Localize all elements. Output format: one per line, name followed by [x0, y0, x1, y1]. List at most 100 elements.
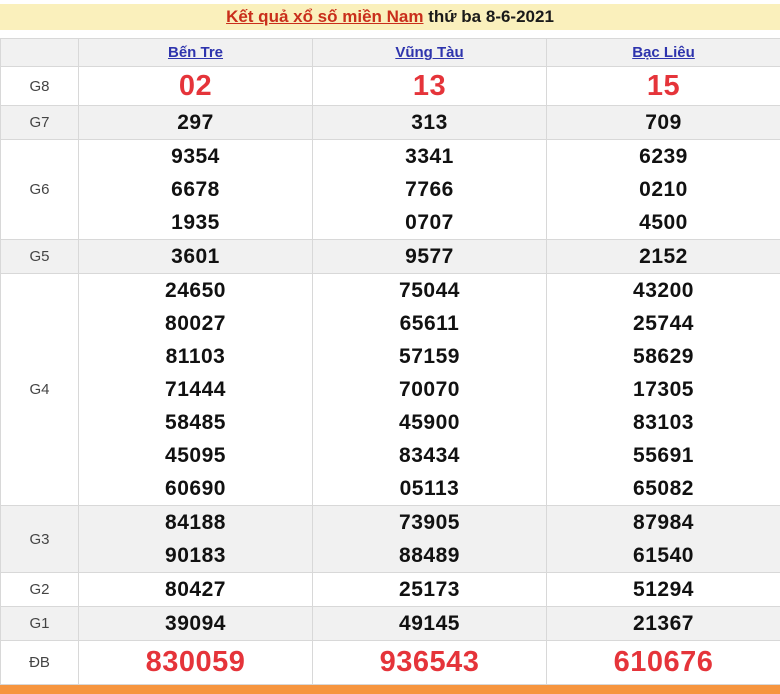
- prize-label: G7: [0, 105, 79, 141]
- column-header-0: Bến Tre: [78, 38, 313, 68]
- prize-row-db: ĐB 830059 936543 610676: [0, 640, 780, 686]
- prize-value: 13: [412, 70, 447, 103]
- province-link[interactable]: Bạc Liêu: [632, 44, 695, 62]
- prize-value: 81103: [165, 345, 226, 369]
- prize-cell: 43200 25744 58629 17305 83103 55691 65082: [546, 273, 780, 507]
- prize-cell: 39094: [78, 606, 313, 642]
- prize-value: 70070: [399, 378, 460, 402]
- prize-cell: 6239 0210 4500: [546, 139, 780, 241]
- column-header-1: Vũng Tàu: [312, 38, 547, 68]
- prize-cell: 73905 88489: [312, 505, 547, 574]
- prize-cell: 49145: [312, 606, 547, 642]
- prize-value: 73905: [399, 511, 460, 535]
- prize-row-g6: G6 9354 6678 1935 3341 7766 0707 6239 0210 4500: [0, 139, 780, 241]
- prize-value: 57159: [399, 345, 460, 369]
- prize-value: 9577: [405, 245, 454, 269]
- prize-label: G1: [0, 606, 79, 642]
- prize-cell: 15: [546, 66, 780, 107]
- prize-value: 2152: [639, 245, 688, 269]
- corner-cell: [0, 38, 79, 68]
- prize-value: 58629: [633, 345, 694, 369]
- prize-value: 83103: [633, 411, 694, 435]
- prize-label: G5: [0, 239, 79, 275]
- prize-value: 43200: [633, 279, 694, 303]
- prize-cell: 51294: [546, 572, 780, 608]
- prize-value: 3341: [405, 145, 454, 169]
- prize-row-g8: G8 02 13 15: [0, 66, 780, 107]
- prize-value: 55691: [633, 444, 694, 468]
- prize-value: 80427: [165, 578, 226, 602]
- prize-row-g3: G3 84188 90183 73905 88489 87984 61540: [0, 505, 780, 574]
- province-link[interactable]: Vũng Tàu: [395, 44, 464, 62]
- prize-cell: 9354 6678 1935: [78, 139, 313, 241]
- prize-value: 610676: [613, 646, 714, 679]
- prize-value: 88489: [399, 544, 460, 568]
- prize-value: 709: [645, 111, 682, 135]
- page-title-banner: Kết quả xổ số miền Nam thứ ba 8-6-2021: [0, 4, 780, 30]
- prize-value: 3601: [171, 245, 220, 269]
- prize-value: 84188: [165, 511, 226, 535]
- prize-value: 313: [411, 111, 448, 135]
- prize-cell: 2152: [546, 239, 780, 275]
- prize-label: ĐB: [0, 640, 79, 686]
- prize-cell: 709: [546, 105, 780, 141]
- prize-value: 65611: [399, 312, 460, 336]
- prize-row-g5: G5 3601 9577 2152: [0, 239, 780, 275]
- prize-value: 45095: [165, 444, 226, 468]
- results-table-header: Bến Tre Vũng Tàu Bạc Liêu: [0, 38, 780, 68]
- prize-value: 60690: [165, 477, 226, 501]
- prize-value: 71444: [165, 378, 226, 402]
- prize-value: 25173: [399, 578, 460, 602]
- prize-label: G4: [0, 273, 79, 507]
- prize-value: 83434: [399, 444, 460, 468]
- prize-value: 90183: [165, 544, 226, 568]
- prize-value: 6678: [171, 178, 220, 202]
- prize-value: 17305: [633, 378, 694, 402]
- prize-value: 39094: [165, 612, 226, 636]
- prize-cell: 936543: [312, 640, 547, 686]
- prize-value: 936543: [379, 646, 480, 679]
- prize-row-g1: G1 39094 49145 21367: [0, 606, 780, 642]
- prize-value: 58485: [165, 411, 226, 435]
- prize-cell: 24650 80027 81103 71444 58485 45095 60690: [78, 273, 313, 507]
- prize-cell: 21367: [546, 606, 780, 642]
- prize-cell: 830059: [78, 640, 313, 686]
- prize-value: 7766: [405, 178, 454, 202]
- prize-row-g4: G4 24650 80027 81103 71444 58485 45095 60690 750…: [0, 273, 780, 507]
- prize-value: 0210: [639, 178, 688, 202]
- results-table: Bến Tre Vũng Tàu Bạc Liêu G8 02 13 15 G7 297 313…: [0, 38, 780, 686]
- prize-value: 75044: [399, 279, 460, 303]
- prize-cell: 3341 7766 0707: [312, 139, 547, 241]
- prize-value: 297: [177, 111, 214, 135]
- footer-orange-bar: [0, 685, 780, 694]
- prize-cell: 313: [312, 105, 547, 141]
- prize-value: 49145: [399, 612, 460, 636]
- prize-value: 9354: [171, 145, 220, 169]
- header-row: Bến Tre Vũng Tàu Bạc Liêu: [0, 38, 780, 68]
- prize-value: 65082: [633, 477, 694, 501]
- prize-row-g2: G2 80427 25173 51294: [0, 572, 780, 608]
- prize-value: 0707: [405, 211, 454, 235]
- prize-value: 51294: [633, 578, 694, 602]
- results-title-link[interactable]: Kết quả xổ số miền Nam: [226, 6, 424, 26]
- prize-cell: 297: [78, 105, 313, 141]
- prize-label: G3: [0, 505, 79, 574]
- prize-cell: 13: [312, 66, 547, 107]
- province-link[interactable]: Bến Tre: [167, 44, 224, 62]
- prize-row-g7: G7 297 313 709: [0, 105, 780, 141]
- results-table-body: G8 02 13 15 G7 297 313 709 G6 9354 6678 1935 3341 776…: [0, 66, 780, 686]
- prize-label: G6: [0, 139, 79, 241]
- prize-value: 21367: [633, 612, 694, 636]
- prize-value: 80027: [165, 312, 226, 336]
- prize-value: 45900: [399, 411, 460, 435]
- results-title-date: thứ ba 8-6-2021: [423, 6, 554, 26]
- prize-value: 15: [646, 70, 681, 103]
- prize-cell: 87984 61540: [546, 505, 780, 574]
- column-header-2: Bạc Liêu: [546, 38, 780, 68]
- prize-cell: 9577: [312, 239, 547, 275]
- prize-value: 87984: [633, 511, 694, 535]
- prize-value: 24650: [165, 279, 226, 303]
- prize-label: G2: [0, 572, 79, 608]
- prize-cell: 02: [78, 66, 313, 107]
